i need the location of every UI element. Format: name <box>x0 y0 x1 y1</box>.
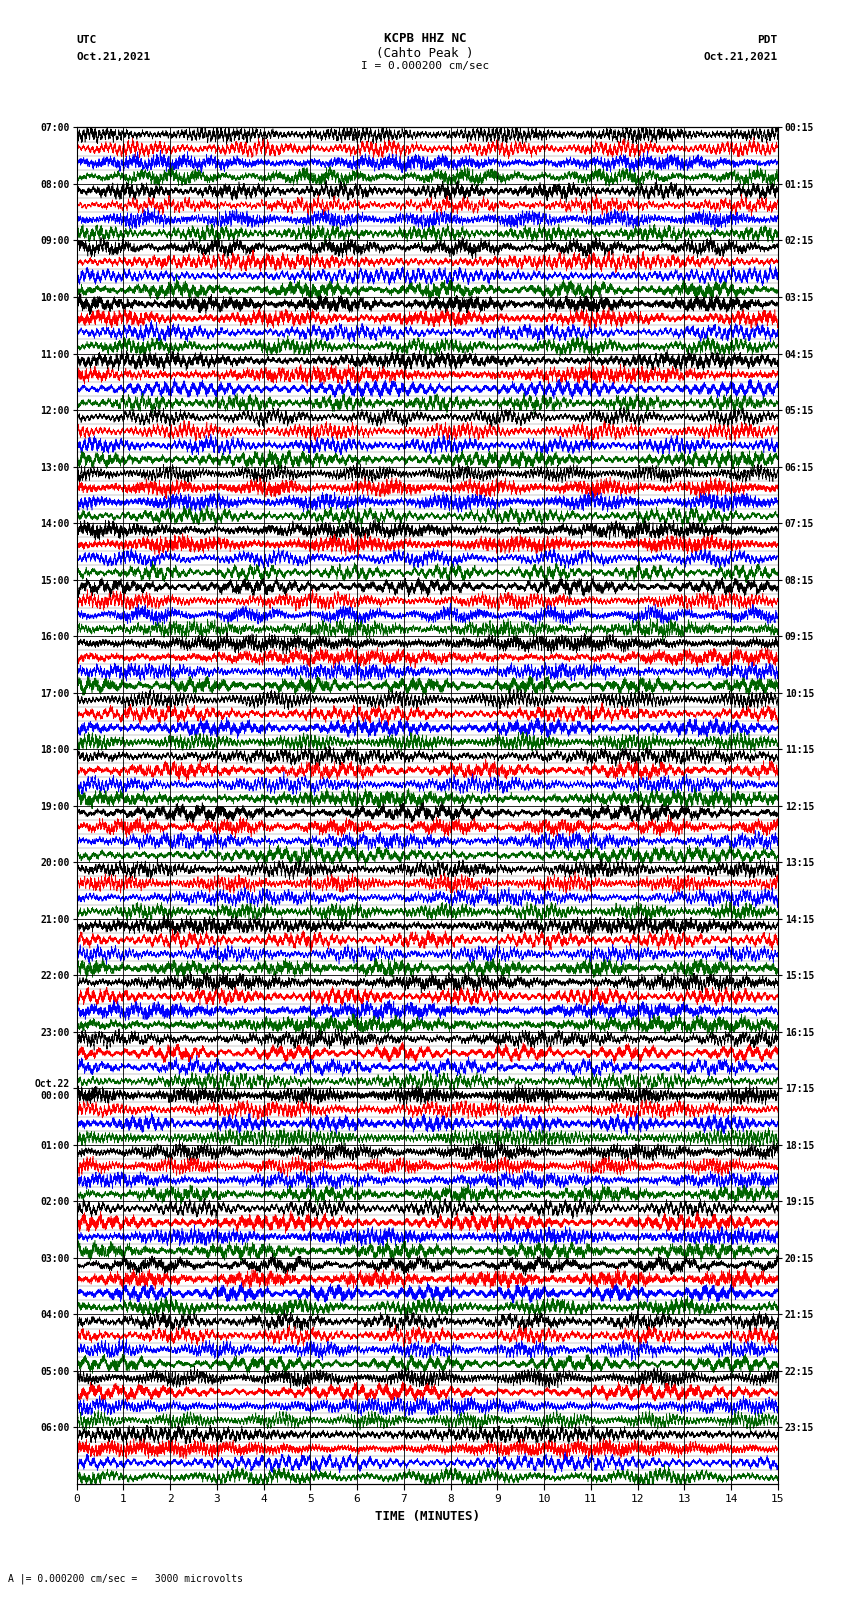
Text: I = 0.000200 cm/sec: I = 0.000200 cm/sec <box>361 61 489 71</box>
Text: (Cahto Peak ): (Cahto Peak ) <box>377 47 473 60</box>
Text: PDT: PDT <box>757 35 778 45</box>
Text: UTC: UTC <box>76 35 97 45</box>
Text: A |= 0.000200 cm/sec =   3000 microvolts: A |= 0.000200 cm/sec = 3000 microvolts <box>8 1573 243 1584</box>
Text: KCPB HHZ NC: KCPB HHZ NC <box>383 32 467 45</box>
Text: Oct.21,2021: Oct.21,2021 <box>76 52 150 61</box>
Text: Oct.21,2021: Oct.21,2021 <box>704 52 778 61</box>
X-axis label: TIME (MINUTES): TIME (MINUTES) <box>375 1510 479 1523</box>
